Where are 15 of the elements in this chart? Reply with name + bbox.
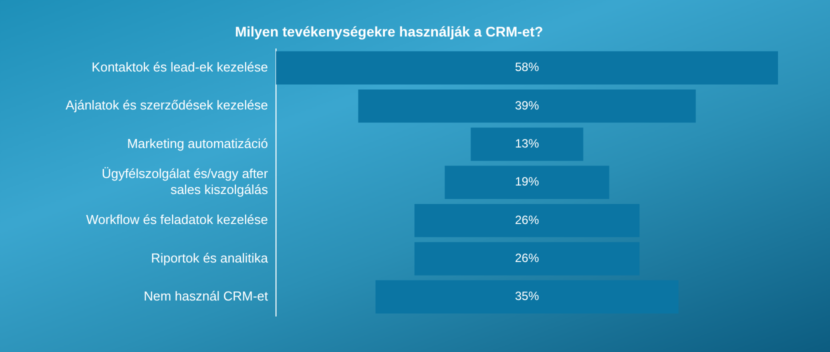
data-label: 19%: [514, 174, 540, 189]
category-label: Nem használ CRM-et: [144, 288, 268, 304]
category-label: Ügyfélszolgálat és/vagy after sales kiszolgálás: [102, 166, 269, 197]
text: Milyen tevékenységekre használják a CRM-et?: [234, 23, 544, 40]
category-label: Riportok és analitika: [150, 250, 269, 266]
data-label: 35%: [514, 289, 540, 304]
data-label: 39%: [514, 98, 540, 112]
data-label: 58%: [514, 60, 540, 74]
data-label: 26%: [514, 212, 540, 227]
category-label: Marketing automatizáció: [127, 136, 268, 151]
category-label: Kontaktok és lead-ek kezelése: [92, 59, 268, 74]
category-label: Ajánlatok és szerződések kezelése: [66, 98, 268, 113]
category-label: Workflow és feladatok kezelése: [86, 212, 268, 228]
data-label: 13%: [514, 136, 540, 151]
data-label: 26%: [514, 251, 540, 266]
